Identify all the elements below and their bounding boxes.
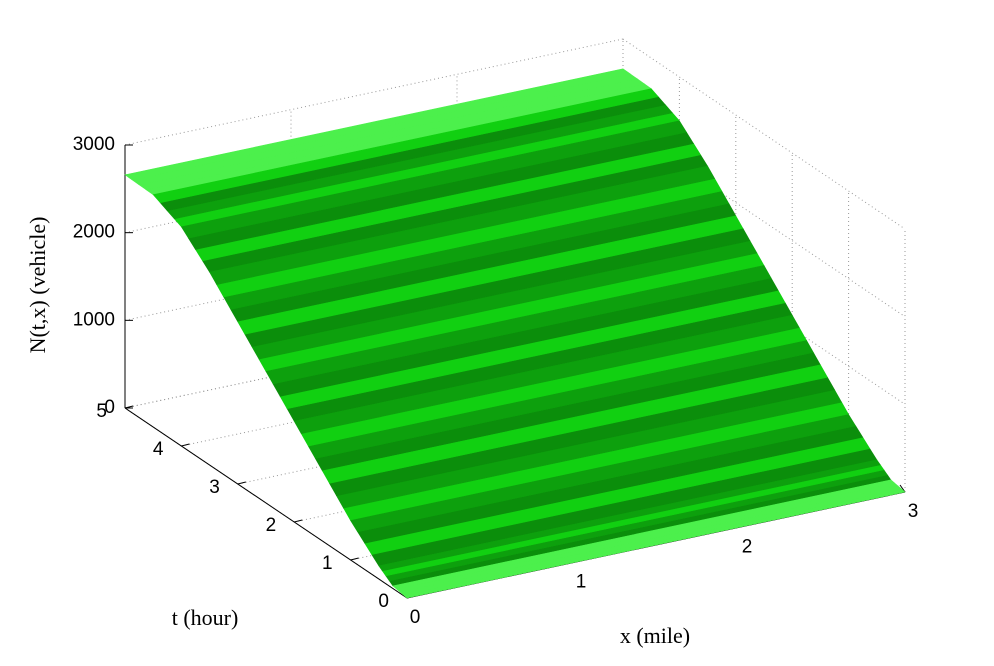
grid-line (124, 38, 624, 146)
surface-patch (209, 165, 716, 285)
surface-patch (293, 314, 800, 434)
t-tick (294, 519, 303, 523)
surface (124, 68, 906, 599)
t-tick (124, 405, 134, 409)
z-tick-label: 2000 (73, 222, 115, 243)
t-tick-label: 3 (209, 477, 220, 498)
z-tick-label: 1000 (73, 309, 115, 330)
surface-patch (152, 88, 659, 204)
z-tick-label: 0 (104, 397, 115, 418)
t-tick (237, 481, 246, 485)
z-axis-label: N(t,x) (vehicle) (25, 217, 50, 354)
t-tick-label: 2 (266, 515, 277, 536)
surface-patch (124, 68, 631, 181)
surface-patch (378, 459, 881, 572)
t-tick (350, 557, 359, 561)
x-tick-label: 2 (742, 536, 753, 557)
t-axis (124, 407, 408, 599)
surface-patch (321, 364, 828, 484)
surface-patch (180, 120, 687, 239)
surface-patch (350, 414, 857, 533)
grid-line (622, 38, 906, 230)
x-tick-label: 3 (908, 501, 919, 522)
surface-patch (237, 215, 744, 335)
t-tick-label: 1 (322, 553, 333, 574)
z-tick-label: 3000 (73, 134, 115, 155)
x-axis-label: x (mile) (620, 623, 690, 648)
t-tick-label: 4 (153, 439, 164, 460)
x-tick-label: 0 (410, 607, 421, 628)
x-tick-label: 1 (576, 572, 587, 593)
t-axis-label: t (hour) (172, 605, 239, 630)
surface-patch (392, 479, 896, 590)
surface-patch (265, 265, 772, 385)
x-tick (899, 484, 906, 493)
t-tick-label: 0 (378, 591, 389, 612)
t-tick-label: 5 (96, 401, 107, 422)
t-tick (181, 443, 190, 447)
